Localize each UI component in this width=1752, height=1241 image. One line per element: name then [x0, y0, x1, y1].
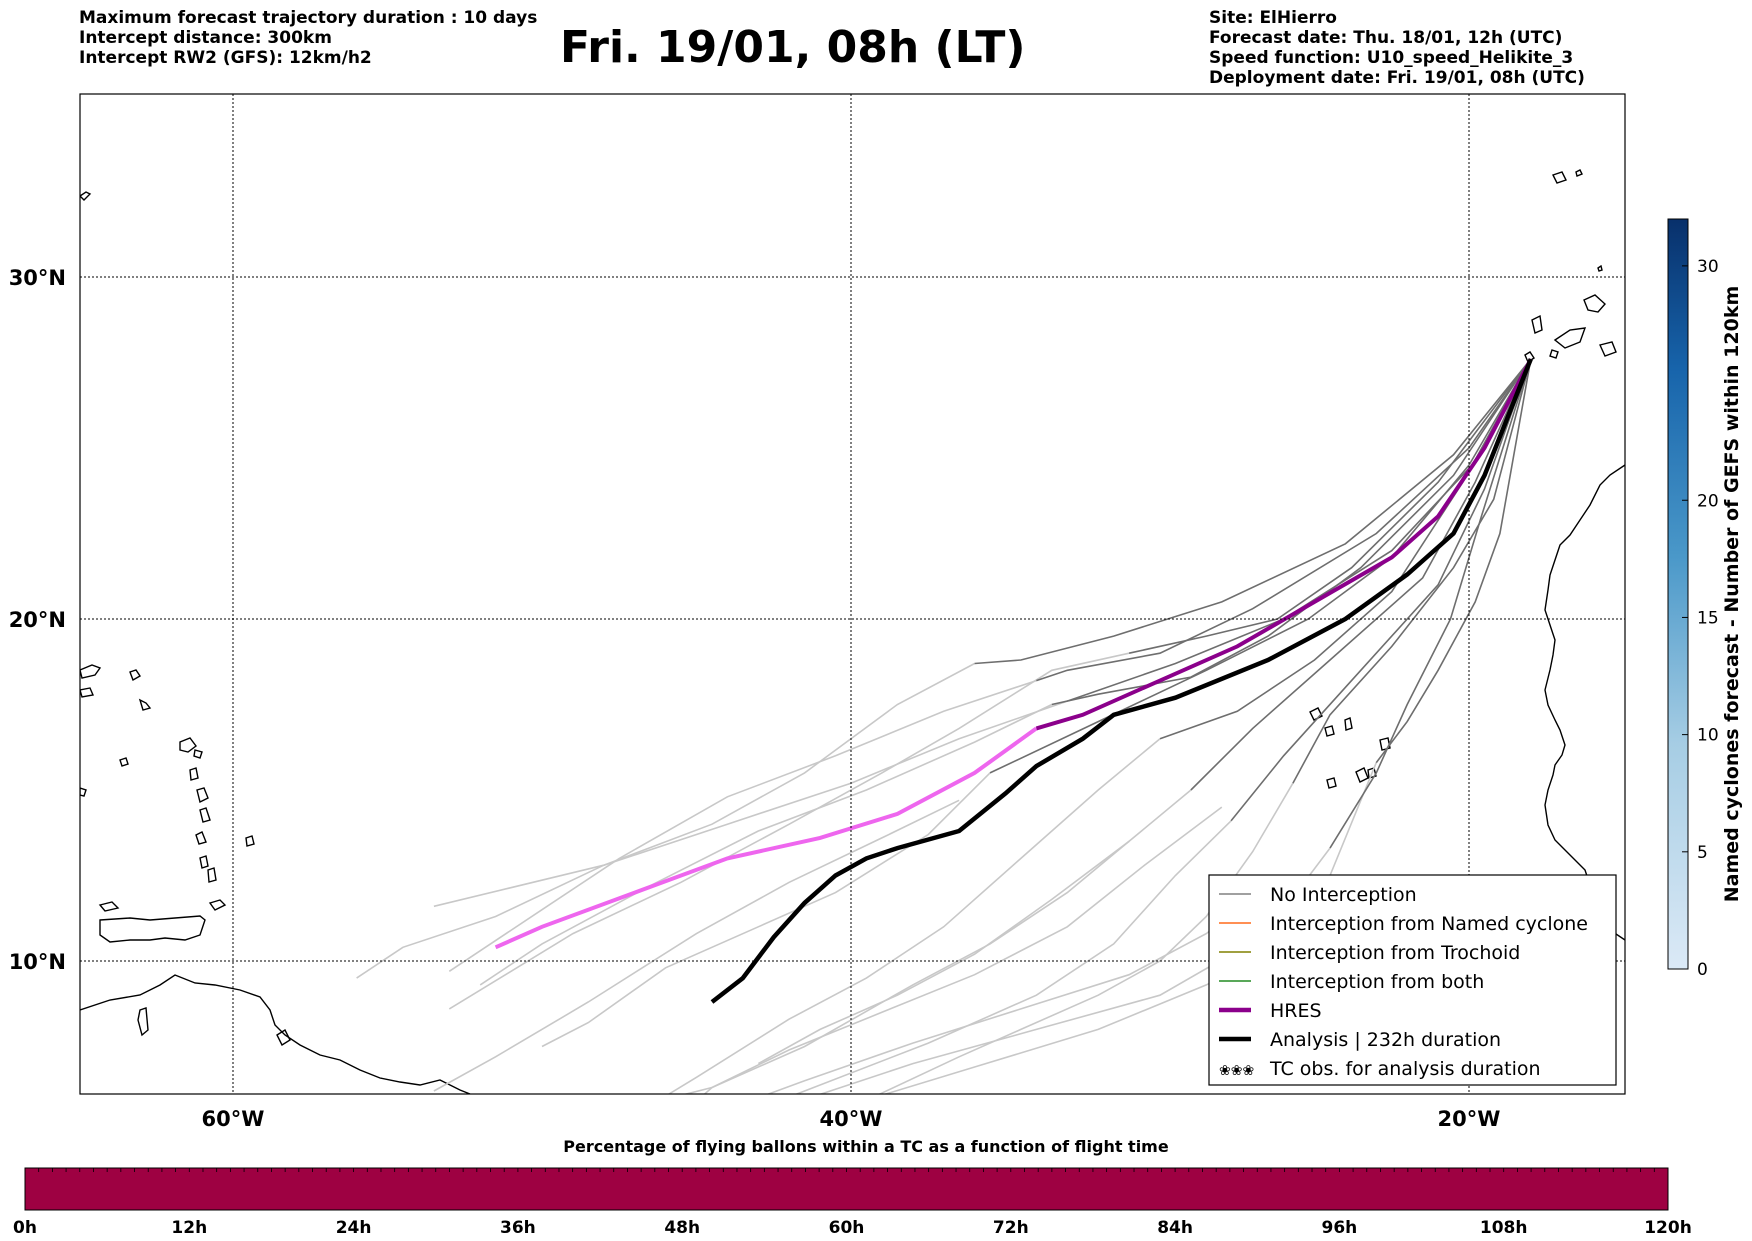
legend-label: HRES	[1270, 1000, 1322, 1022]
legend-label: Interception from Named cyclone	[1270, 913, 1588, 935]
legend-item: ❀❀❀ TC obs. for analysis duration	[1219, 1058, 1541, 1080]
bottom-colorbar-tick-label: 0h	[13, 1218, 37, 1238]
ensemble-member-track	[667, 738, 1161, 1094]
ensemble-tracks-light	[356, 652, 1378, 1094]
colorbar-tick-label: 5	[1697, 843, 1708, 863]
bottom-colorbar-tick-label: 60h	[829, 1218, 865, 1238]
header-right-line: Forecast date: Thu. 18/01, 12h (UTC)	[1209, 28, 1563, 48]
bottom-colorbar: Percentage of flying ballons within a TC…	[13, 1137, 1692, 1238]
ensemble-member-track	[1329, 358, 1532, 849]
ensemble-tracks-dark	[974, 358, 1532, 849]
lon-tick-label: 40°W	[820, 1107, 883, 1131]
ensemble-member-track	[433, 700, 1068, 908]
bottom-colorbar-tick-label: 108h	[1480, 1218, 1528, 1238]
right-colorbar-label: Named cyclones forecast - Number of GEFS…	[1721, 286, 1743, 903]
analysis-track	[710, 358, 1533, 1004]
header-right-line: Deployment date: Fri. 19/01, 08h (UTC)	[1209, 68, 1585, 88]
legend-item: HRES	[1219, 1000, 1322, 1022]
header-left-line: Maximum forecast trajectory duration : 1…	[79, 8, 538, 28]
legend-item: Interception from Named cyclone	[1219, 913, 1588, 935]
ensemble-member-track	[448, 652, 1130, 1010]
legend-item: Analysis | 232h duration	[1219, 1029, 1501, 1051]
header-right-line: Site: ElHierro	[1209, 8, 1337, 28]
legend-label: Interception from Trochoid	[1270, 942, 1520, 964]
ensemble-member-track	[794, 820, 1232, 1094]
colorbar-tick-label: 10	[1697, 726, 1719, 746]
right-colorbar: 0 5 10 15 20 30 Named cyclones forecast - Num…	[1667, 218, 1743, 980]
ensemble-member-track	[448, 679, 1037, 972]
ensemble-member-track	[1230, 358, 1532, 822]
ensemble-member-track	[479, 703, 1053, 986]
header-left-line: Intercept distance: 300km	[79, 28, 332, 48]
hres-track	[1035, 358, 1533, 731]
legend: No Interception Interception from Named c…	[1208, 874, 1617, 1086]
header-right-line: Speed function: U10_speed_Helikite_3	[1209, 48, 1574, 68]
bottom-colorbar-tick-label: 48h	[664, 1218, 700, 1238]
ensemble-member-track	[1067, 358, 1532, 702]
colorbar-tick-label: 15	[1697, 608, 1719, 628]
right-colorbar-gradient	[1667, 218, 1689, 970]
bottom-colorbar-tick-label: 96h	[1322, 1218, 1358, 1238]
ensemble-member-track	[1036, 358, 1532, 682]
bottom-colorbar-title: Percentage of flying ballons within a TC…	[563, 1137, 1169, 1156]
lon-tick-label: 60°W	[202, 1107, 265, 1131]
colorbar-tick-label: 0	[1697, 960, 1708, 980]
ensemble-member-track	[1292, 358, 1532, 784]
legend-label: Interception from both	[1270, 971, 1484, 993]
ensemble-member-track	[1128, 358, 1532, 654]
lon-tick-label: 20°W	[1438, 1107, 1501, 1131]
legend-box	[1208, 874, 1617, 1086]
lat-tick-label: 10°N	[9, 950, 66, 974]
ensemble-member-track	[1051, 358, 1532, 706]
bottom-colorbar-tick-label: 84h	[1157, 1218, 1193, 1238]
header-left-line: Intercept RW2 (GFS): 12km/h2	[79, 48, 372, 68]
ensemble-member-track	[433, 799, 960, 1092]
axis-tick-labels: 60°W 40°W 20°W 30°N 20°N 10°N	[9, 266, 1501, 1131]
ensemble-member-track	[541, 772, 991, 1048]
bottom-colorbar-tick-label: 72h	[993, 1218, 1029, 1238]
tc-obs-symbol-icon: ❀❀❀	[1219, 1063, 1254, 1079]
header-left: Maximum forecast trajectory duration : 1…	[79, 8, 537, 68]
coastline-africa-canaries	[1309, 169, 1625, 941]
colorbar-tick-label: 20	[1697, 491, 1719, 511]
lat-tick-label: 20°N	[9, 608, 66, 632]
ensemble-member-track	[989, 358, 1532, 774]
legend-item: Interception from both	[1219, 971, 1484, 993]
bottom-colorbar-tick-label: 24h	[336, 1218, 372, 1238]
bottom-colorbar-tick-label: 36h	[500, 1218, 536, 1238]
ensemble-member-track	[356, 662, 975, 979]
legend-item: No Interception	[1219, 884, 1417, 906]
bottom-colorbar-tick-label: 12h	[171, 1218, 207, 1238]
map-frame	[79, 93, 1626, 1095]
ensemble-member-track	[878, 782, 1294, 1094]
map-title: Fri. 19/01, 08h (LT)	[560, 22, 1026, 73]
legend-item: Interception from Trochoid	[1219, 942, 1520, 964]
legend-label: Analysis | 232h duration	[1270, 1029, 1501, 1051]
hres-extended-track	[494, 726, 1038, 950]
bottom-colorbar-tick-label: 120h	[1644, 1218, 1692, 1238]
map-content	[80, 169, 1625, 1094]
ensemble-member-track	[757, 840, 1130, 1065]
legend-label: No Interception	[1270, 884, 1417, 906]
ensemble-member-track	[1375, 358, 1532, 764]
ensemble-member-track	[766, 885, 1269, 1094]
colorbar-tick-label: 30	[1697, 257, 1719, 277]
legend-label: TC obs. for analysis duration	[1269, 1058, 1541, 1080]
bottom-colorbar-bar	[24, 1167, 1669, 1211]
header-right: Site: ElHierro Forecast date: Thu. 18/01…	[1209, 8, 1585, 88]
ensemble-member-track	[683, 806, 1223, 1094]
lat-tick-label: 30°N	[9, 266, 66, 290]
coastline-caribbean	[80, 191, 471, 1094]
ensemble-member-track	[974, 358, 1532, 665]
